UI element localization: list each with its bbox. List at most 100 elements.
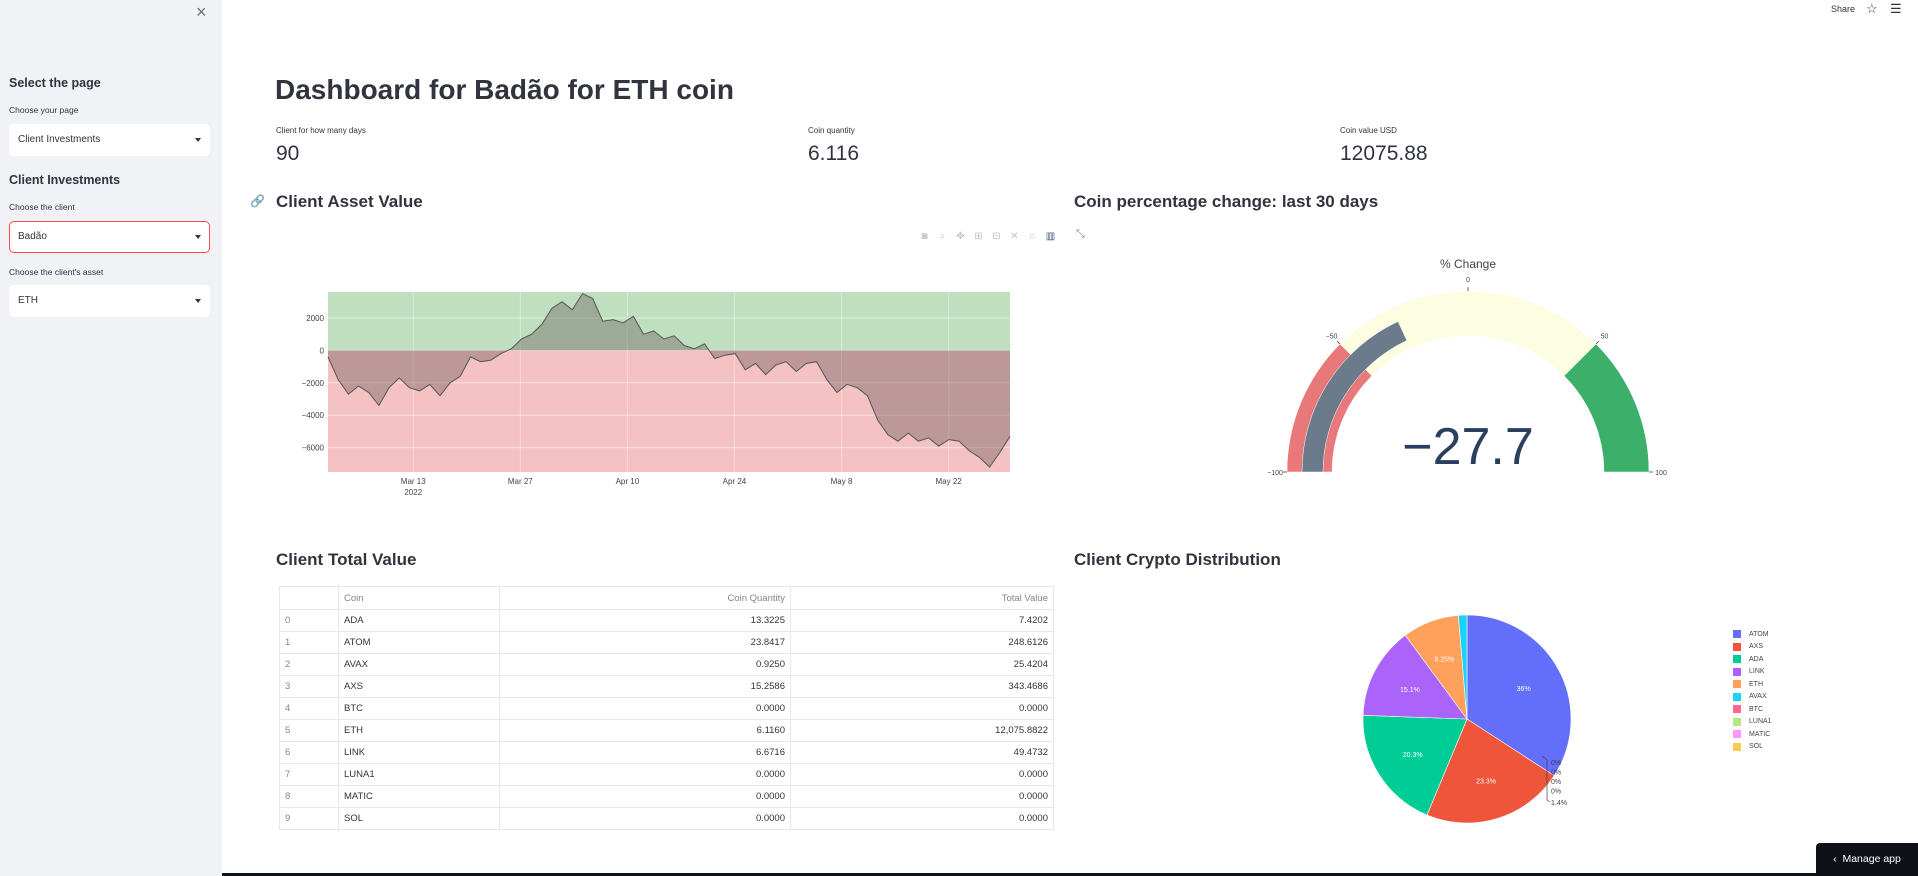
table-cell-quantity: 15.2586 (499, 675, 791, 698)
client-select-value: Badão (18, 231, 47, 242)
legend-item[interactable]: ADA (1733, 653, 1772, 666)
legend-item[interactable]: ATOM (1733, 628, 1772, 641)
table-row: 8 MATIC 0.0000 0.0000 (279, 785, 1054, 808)
gauge-tick-label: −50 (1326, 334, 1338, 341)
star-icon[interactable]: ☆ (1866, 1, 1878, 16)
plotly-logo-icon[interactable]: ▥ (1045, 231, 1056, 242)
table-cell-coin: BTC (338, 697, 500, 720)
table-cell-index: 1 (279, 631, 339, 654)
series-line (327, 292, 1011, 468)
table-cell-coin: LUNA1 (338, 763, 500, 786)
legend-swatch (1733, 730, 1741, 739)
y-tick-label: 2000 (306, 314, 324, 323)
pie-slice-label: 20.3% (1403, 752, 1423, 759)
pie-slice-label: 15.1% (1400, 687, 1420, 694)
gauge-step (1563, 343, 1650, 473)
legend-label: ETH (1749, 680, 1763, 688)
home-icon[interactable]: ⌂ (1029, 231, 1036, 242)
y-tick-label: −2000 (302, 379, 325, 388)
chevron-down-icon (195, 235, 201, 239)
table-header-coin[interactable]: Coin (338, 586, 500, 610)
table-cell-coin: ETH (338, 719, 500, 742)
table-cell-quantity: 0.0000 (499, 785, 791, 808)
table-cell-index: 5 (279, 719, 339, 742)
pie-slice (1466, 614, 1572, 777)
legend-swatch (1733, 630, 1741, 639)
autoscale-icon[interactable]: ✕ (1010, 231, 1019, 242)
table-header-total[interactable]: Total Value (790, 586, 1054, 610)
table-cell-total: 25.4204 (790, 653, 1054, 676)
table-cell-quantity: 0.0000 (499, 697, 791, 720)
choose-asset-label: Choose the client's asset (9, 267, 104, 277)
table-header-quantity[interactable]: Coin Quantity (499, 586, 791, 610)
x-tick-label: Apr 10 (616, 477, 640, 486)
hamburger-menu-icon[interactable]: ☰ (1890, 1, 1902, 16)
pie-legend: ATOM AXS ADA LINK ETH AVAX BTC LUNA1 MATIC SOL (1733, 628, 1772, 753)
table-row: 1 ATOM 23.8417 248.6126 (279, 631, 1054, 654)
pie-slice (1426, 718, 1555, 824)
x-tick-label: Mar 13 (401, 477, 426, 486)
pan-icon[interactable]: ✥ (956, 231, 965, 242)
choose-page-label: Choose your page (9, 105, 79, 115)
legend-item[interactable]: ETH (1733, 678, 1772, 691)
zoom-in-icon[interactable]: ⊞ (974, 231, 983, 242)
x-tick-label: Mar 27 (508, 477, 533, 486)
legend-item[interactable]: MATIC (1733, 728, 1772, 741)
table-row: 5 ETH 6.1160 12,075.8822 (279, 719, 1054, 742)
legend-swatch (1733, 680, 1741, 689)
x-tick-label: May 22 (936, 477, 963, 486)
share-button[interactable]: Share (1831, 4, 1856, 14)
legend-label: SOL (1749, 743, 1764, 751)
asset-select[interactable]: ETH (9, 285, 210, 317)
table-cell-coin: LINK (338, 741, 500, 764)
page-select[interactable]: Client Investments (9, 124, 210, 156)
legend-item[interactable]: LINK (1733, 666, 1772, 679)
gauge-tick-label: 50 (1601, 334, 1609, 341)
table-cell-total: 0.0000 (790, 785, 1054, 808)
y-tick-label: −6000 (302, 444, 325, 453)
fullscreen-icon[interactable]: ⤡ (1076, 228, 1085, 240)
table-cell-total: 49.4732 (790, 741, 1054, 764)
pie-slice (1458, 614, 1468, 720)
table-header-index (279, 586, 339, 610)
legend-label: LUNA1 (1749, 718, 1772, 726)
gauge-title: % Change (1440, 257, 1496, 271)
pie-slice-label: 23.3% (1476, 779, 1496, 786)
client-select[interactable]: Badão (9, 221, 210, 253)
pie-leader-line (1541, 755, 1551, 803)
legend-item[interactable]: AXS (1733, 641, 1772, 654)
gauge-tick (1336, 340, 1341, 345)
table-cell-index: 3 (279, 675, 339, 698)
asset-value-heading: Client Asset Value (276, 192, 423, 211)
manage-app-button[interactable]: ‹ Manage app (1816, 843, 1918, 876)
pie-outside-label: 0% (1551, 789, 1561, 796)
legend-swatch (1733, 717, 1741, 726)
page-title: Dashboard for Badão for ETH coin (275, 74, 734, 105)
legend-item[interactable]: AVAX (1733, 691, 1772, 704)
x-sub-label: 2022 (404, 488, 422, 497)
close-sidebar-icon[interactable]: × (196, 2, 207, 22)
table-cell-quantity: 13.3225 (499, 609, 791, 632)
chevron-down-icon (195, 299, 201, 303)
table-cell-quantity: 6.6716 (499, 741, 791, 764)
table-cell-index: 0 (279, 609, 339, 632)
legend-item[interactable]: BTC (1733, 703, 1772, 716)
legend-item[interactable]: LUNA1 (1733, 716, 1772, 729)
pie-outside-label: 0% (1551, 779, 1561, 786)
zoom-out-icon[interactable]: ⊟ (992, 231, 1001, 242)
positive-zone (328, 292, 1010, 351)
distribution-heading: Client Crypto Distribution (1074, 550, 1281, 569)
zoom-icon[interactable]: ⌕ (939, 231, 946, 242)
client-investments-heading: Client Investments (9, 173, 121, 187)
gauge-step (1339, 290, 1597, 377)
anchor-link-icon[interactable]: 🔗 (250, 194, 265, 208)
metric-label-days: Client for how many days (276, 126, 366, 135)
table-cell-quantity: 0.0000 (499, 763, 791, 786)
legend-item[interactable]: SOL (1733, 741, 1772, 754)
camera-icon[interactable]: ◙ (921, 231, 928, 242)
metric-value-quantity: 6.116 (808, 142, 859, 165)
crypto-distribution-chart: 36% 23.3% 20.3% 15.1% 9.25% 0% 0% 0% 0% 1.4% (1362, 614, 1572, 824)
table-row: 6 LINK 6.6716 49.4732 (279, 741, 1054, 764)
table-cell-coin: AXS (338, 675, 500, 698)
asset-value-chart: 2000 0 −2000 −4000 −6000 Mar 13 Mar 27 Apr 10 Ap… (302, 292, 1011, 497)
